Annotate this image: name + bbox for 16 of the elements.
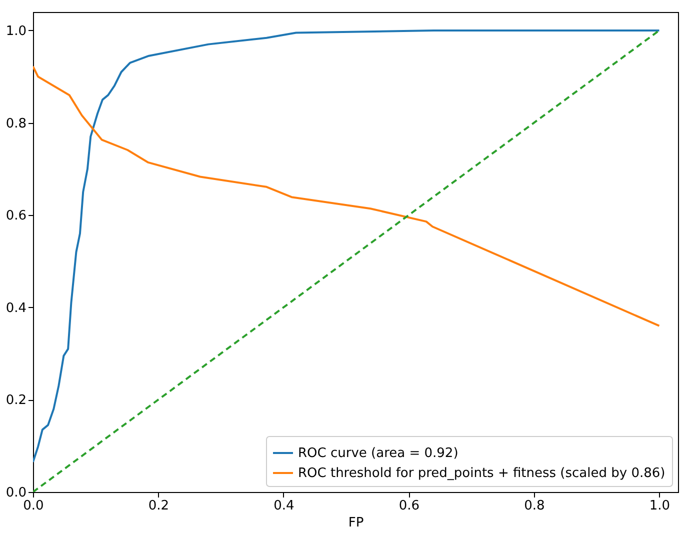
- y-tick-label: 1.0: [6, 24, 26, 39]
- y-tick-label: 0.0: [6, 486, 26, 500]
- x-tick-label: 0.4: [274, 498, 294, 514]
- x-tick-label: 0.6: [398, 498, 420, 514]
- legend-label: ROC curve (area = 0.92): [298, 446, 458, 461]
- x-tick-label: 0.0: [23, 498, 44, 514]
- y-tick-label: 0.2: [6, 393, 26, 408]
- x-tick-label: 0.2: [148, 498, 170, 514]
- x-tick-label: 1.0: [649, 498, 670, 514]
- y-tick-label: 0.4: [6, 300, 26, 316]
- y-tick-label: 0.8: [6, 116, 26, 132]
- x-tick-label: 0.8: [524, 498, 545, 514]
- legend-label: ROC threshold for pred_points + fitness (scaled by 0.86): [298, 466, 666, 481]
- x-axis-title: FP: [348, 516, 364, 530]
- line-series: [33, 65, 660, 327]
- y-tick-label: 0.6: [6, 208, 26, 224]
